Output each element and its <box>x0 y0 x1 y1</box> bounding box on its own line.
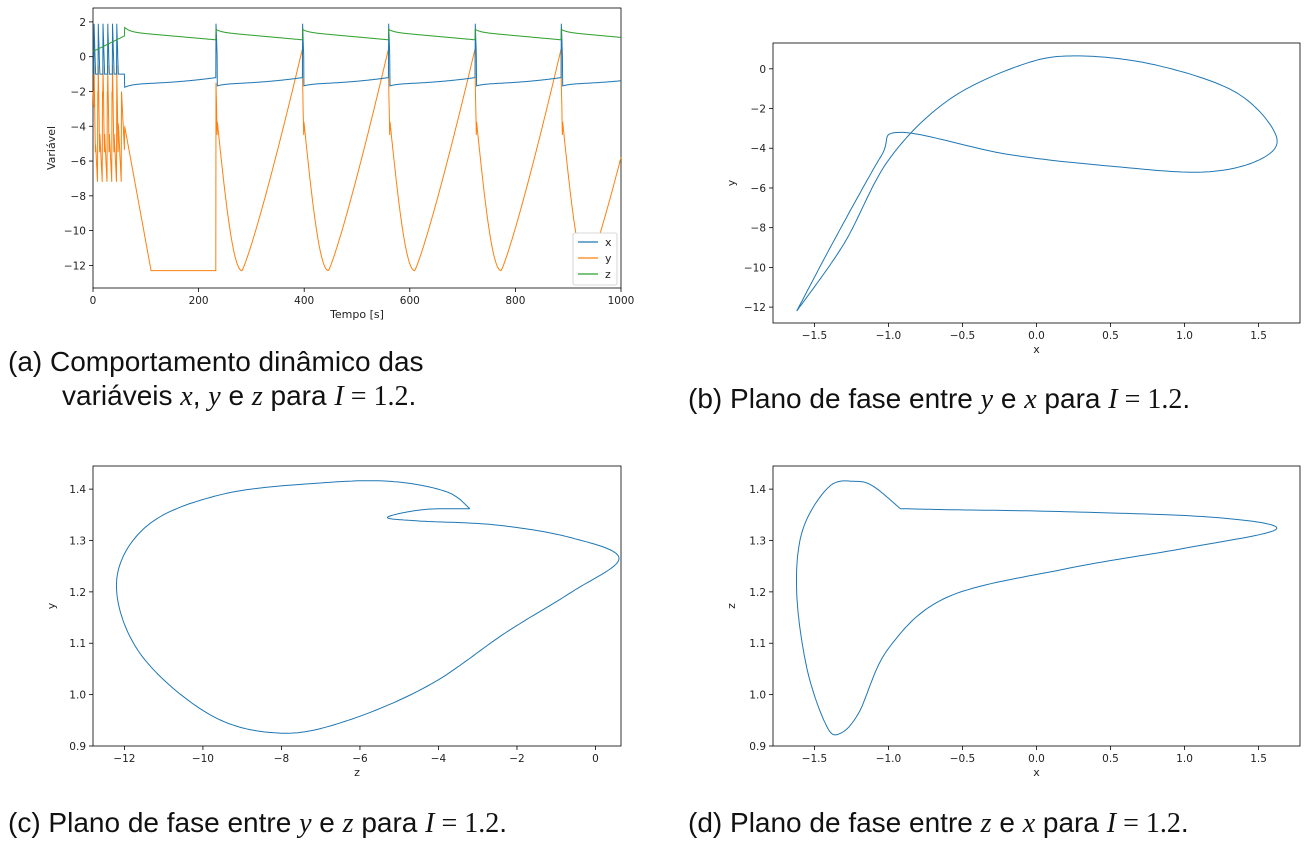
x-tick-label: −6 <box>352 753 368 765</box>
y-tick-label: 1.4 <box>69 484 86 496</box>
y-tick-label: 1.2 <box>69 587 86 599</box>
y-tick-label: 1.4 <box>749 484 766 496</box>
x-tick-label: 1000 <box>608 295 635 307</box>
y-axis-label: Variável <box>45 126 58 170</box>
y-tick-label: −6 <box>71 156 87 168</box>
phase-curve-yz <box>115 480 620 734</box>
x-tick-label: −1.5 <box>802 753 828 765</box>
x-axis-label: z <box>354 766 360 779</box>
x-axis-label: x <box>1033 766 1040 779</box>
axes-a: 0 200 400 600 800 1000 2 0 −2 −4 −6 −8 −10 −12 Tempo [… <box>45 7 635 321</box>
y-tick-label: 1.3 <box>69 535 86 547</box>
legend-label-y: y <box>605 252 612 265</box>
x-tick-label: 1.0 <box>1176 330 1193 342</box>
axes-b: −1.5 −1.0 −0.5 0.0 0.5 1.0 1.5 0 −2 −4 −6 −8 −10 −12 x… <box>725 42 1301 356</box>
caption-d: (d) Plano de fase entre z e x para I = 1… <box>688 807 1189 839</box>
legend-box <box>572 232 618 286</box>
x-tick-label: 800 <box>505 295 525 307</box>
caption-b: (b) Plano de fase entre y e x para I = 1… <box>688 383 1191 415</box>
y-tick-label: −4 <box>751 143 767 155</box>
y-tick-label: 1.0 <box>749 690 766 702</box>
y-tick-label: 1.3 <box>749 535 766 547</box>
x-tick-label: 0 <box>592 753 599 765</box>
y-axis-label: y <box>45 602 58 609</box>
y-tick-label: −12 <box>744 302 766 314</box>
phase-curve-zx <box>796 480 1278 736</box>
series-y-line <box>92 48 622 272</box>
x-tick-label: 1.0 <box>1176 753 1193 765</box>
x-tick-label: 0.5 <box>1102 330 1119 342</box>
x-axis-label: Tempo [s] <box>329 308 384 321</box>
y-tick-label: −2 <box>751 104 766 116</box>
x-tick-label: −12 <box>113 753 135 765</box>
y-tick-label: −2 <box>71 86 86 98</box>
plot-frame-a <box>92 7 622 289</box>
y-tick-label: 1.2 <box>749 587 766 599</box>
y-tick-label: −10 <box>744 262 766 274</box>
x-tick-label: −1.0 <box>876 753 902 765</box>
x-tick-label: 400 <box>294 295 314 307</box>
y-tick-label: 2 <box>79 17 86 29</box>
y-tick-label: 0 <box>79 52 86 64</box>
x-tick-label: −0.5 <box>950 330 976 342</box>
x-tick-label: −0.5 <box>950 753 976 765</box>
x-tick-label: −4 <box>431 753 447 765</box>
x-tick-label: 0.5 <box>1102 753 1119 765</box>
x-tick-label: −1.5 <box>802 330 828 342</box>
plot-frame-d <box>772 465 1301 747</box>
x-tick-label: −1.0 <box>876 330 902 342</box>
x-tick-label: 0.0 <box>1028 330 1045 342</box>
series-x-line <box>93 23 621 89</box>
series-z-line <box>92 26 621 52</box>
phase-curve-yx <box>796 55 1278 312</box>
y-axis-label: y <box>725 179 738 186</box>
x-tick-label: 0 <box>90 295 97 307</box>
x-tick-label: 200 <box>189 295 209 307</box>
y-tick-label: 1.1 <box>749 638 766 650</box>
x-tick-label: 1.5 <box>1250 330 1267 342</box>
x-tick-label: −10 <box>192 753 214 765</box>
caption-a: (a) Comportamento dinâmico das variáveis… <box>8 346 424 412</box>
legend: xyz <box>572 232 618 286</box>
x-tick-label: 1.5 <box>1250 753 1267 765</box>
y-tick-label: −8 <box>71 191 86 203</box>
x-tick-label: −2 <box>509 753 524 765</box>
axes-d: −1.5 −1.0 −0.5 0.0 0.5 1.0 1.5 1.4 1.3 1.2 1.1 1.0 0… <box>725 465 1301 779</box>
y-tick-label: −12 <box>64 260 86 272</box>
caption-c: (c) Plano de fase entre y e z para I = 1… <box>8 807 508 839</box>
y-tick-label: 0.9 <box>69 741 86 753</box>
axes-c: −12 −10 −8 −6 −4 −2 0 1.4 1.3 1.2 1.1 1.0 0.9 z y <box>45 465 622 779</box>
y-tick-label: −4 <box>71 121 87 133</box>
x-axis-label: x <box>1033 343 1040 356</box>
y-tick-label: 0 <box>759 64 766 76</box>
y-tick-label: −8 <box>751 223 766 235</box>
plot-frame-c <box>92 465 622 747</box>
legend-label-x: x <box>605 236 612 249</box>
y-tick-label: 1.1 <box>69 638 86 650</box>
y-tick-label: −10 <box>64 226 86 238</box>
y-tick-label: −6 <box>751 183 767 195</box>
x-tick-label: 0.0 <box>1028 753 1045 765</box>
y-axis-label: z <box>725 603 738 609</box>
y-tick-label: 0.9 <box>749 741 766 753</box>
x-tick-label: 600 <box>400 295 420 307</box>
y-tick-label: 1.0 <box>69 690 86 702</box>
x-tick-label: −8 <box>274 753 289 765</box>
legend-label-z: z <box>605 268 611 281</box>
